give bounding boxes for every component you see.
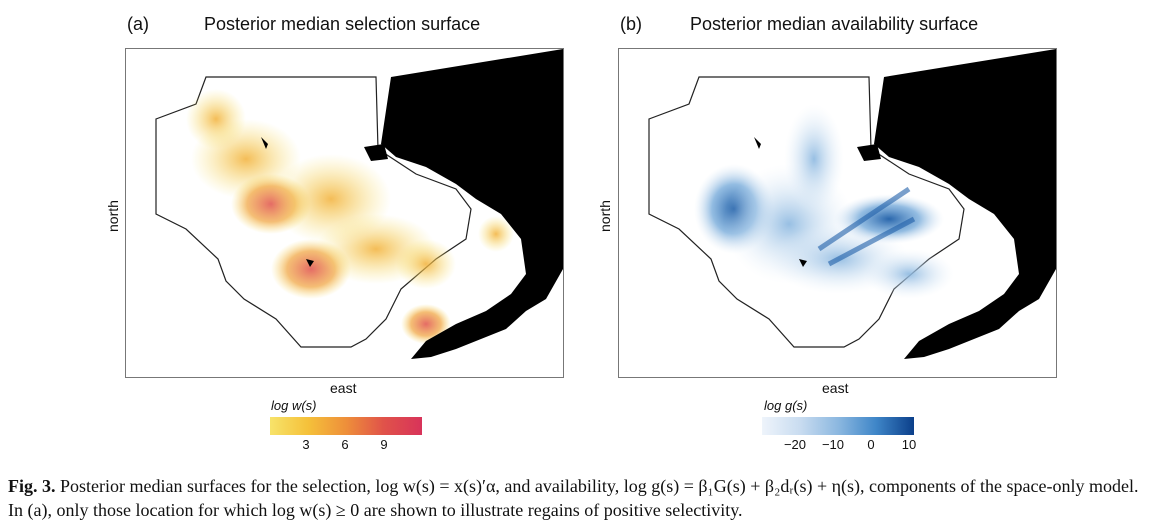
panel-a-legend-title: log w(s)	[271, 398, 317, 413]
panel-b-title: Posterior median availability surface	[690, 14, 979, 34]
panel-b-legend-title: log g(s)	[764, 398, 808, 413]
figure-caption: Fig. 3. Posterior median surfaces for th…	[8, 474, 1148, 522]
study-region-outline	[155, 76, 472, 348]
panel-b-letter: (b)	[620, 14, 642, 34]
selection-surface-map	[125, 48, 564, 378]
panel-b-tick: −10	[821, 437, 845, 452]
panel-b-xlabel: east	[822, 380, 849, 396]
coastline-land	[874, 49, 1056, 359]
panel-b-tick: 10	[901, 437, 917, 452]
panel-a-tick: 9	[380, 437, 388, 452]
panel-a-tick: 3	[302, 437, 310, 452]
caption-label: Fig. 3.	[8, 476, 56, 496]
panel-b-ylabel: north	[597, 200, 613, 232]
panel-a-xlabel: east	[330, 380, 357, 396]
panel-b-colorbar	[762, 417, 914, 435]
panel-a-ylabel: north	[105, 200, 121, 232]
panel-a-colorbar	[270, 417, 422, 435]
caption-text: Posterior median surfaces for the select…	[8, 476, 1139, 520]
panel-b-tick: 0	[867, 437, 875, 452]
panel-a-tick: 6	[341, 437, 349, 452]
panel-a-letter: (a)	[127, 14, 149, 34]
availability-surface-map	[618, 48, 1057, 378]
coastline-land	[381, 49, 563, 359]
panel-b-tick: −20	[783, 437, 807, 452]
panel-a-title: Posterior median selection surface	[204, 14, 481, 34]
study-region-outline	[648, 76, 965, 348]
